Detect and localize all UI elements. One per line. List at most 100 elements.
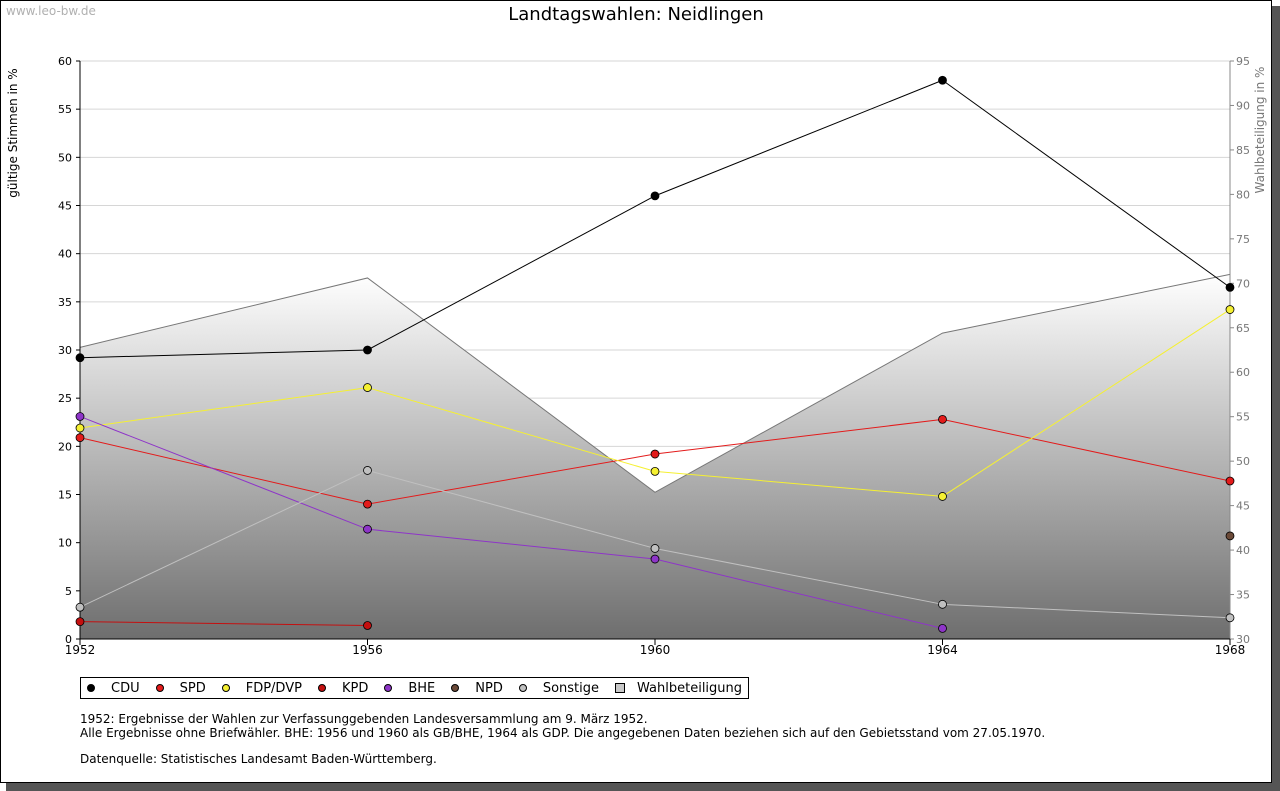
series-line-fdp-dvp-1956 [367, 387, 656, 472]
footnote-line-2: Alle Ergebnisse ohne Briefwähler. BHE: 1… [80, 726, 1046, 740]
point-fdp-dvp-1964 [938, 492, 947, 501]
series-line-cdu-1952 [79, 349, 368, 359]
y2-tick-label-45: 45 [1236, 500, 1250, 513]
y-tick-label-10: 10 [58, 537, 72, 550]
point-bhe-1952 [75, 412, 85, 421]
area-layer [79, 273, 1231, 639]
series-line-bhe-1956 [367, 528, 656, 560]
point-cdu-1956 [363, 345, 372, 355]
point-fdp-dvp-1956 [363, 383, 372, 392]
legend-item-fdp-dvp: FDP/DVP [221, 680, 302, 696]
point-bhe-1964 [938, 624, 947, 633]
series-fdp-dvp [75, 305, 1235, 501]
y-tick-label-25: 25 [58, 392, 72, 405]
point-bhe-1960 [650, 554, 660, 564]
point-sonstige-1968 [1225, 613, 1235, 623]
y2-tick-label-90: 90 [1236, 99, 1250, 112]
y2-axis-label: Wahlbeteiligung in % [1253, 67, 1267, 194]
legend-label-kpd: KPD [341, 680, 369, 696]
point-sonstige-1964 [938, 599, 947, 609]
legend-marker-cdu [87, 684, 95, 692]
legend-marker-npd [451, 684, 460, 692]
y-tick-label-55: 55 [58, 103, 72, 116]
y-tick-label-50: 50 [58, 151, 72, 164]
point-sonstige-1956 [363, 466, 372, 475]
point-kpd-1952 [75, 617, 85, 627]
series-kpd [75, 617, 372, 630]
y-tick-label-0: 0 [65, 633, 72, 646]
y2-tick-label-85: 85 [1236, 144, 1250, 157]
y2-tick-label-40: 40 [1236, 544, 1250, 557]
x-tick-label-1960: 1960 [640, 643, 671, 657]
watermark: www.leo-bw.de [6, 4, 96, 18]
y-tick-label-60: 60 [58, 55, 72, 68]
series-layer [75, 75, 1235, 633]
participation-outline [79, 273, 1231, 493]
axis-layer: 0 5 10 15 20 25 30 35 40 45 50 55 60 30 35 40 45 50 55 60 65… [58, 55, 1250, 657]
point-cdu-1960 [650, 191, 660, 201]
legend-label-bhe: BHE [408, 680, 436, 696]
series-line-cdu-1960 [654, 79, 943, 197]
series-line-sonstige-1952 [79, 469, 368, 608]
legend-label-npd: NPD [475, 680, 503, 696]
y2-tick-label-80: 80 [1236, 188, 1250, 201]
point-cdu-1964 [938, 75, 947, 85]
x-tick-label-1956: 1956 [352, 643, 383, 657]
point-spd-1952 [75, 433, 85, 443]
y2-tick-label-35: 35 [1236, 589, 1250, 602]
y2-tick-label-50: 50 [1236, 455, 1250, 468]
point-fdp-dvp-1960 [650, 466, 660, 476]
legend-label-spd: SPD [179, 680, 206, 696]
x-tick-label-1952: 1952 [65, 643, 96, 657]
legend-item-sonstige: Sonstige [518, 680, 600, 696]
point-npd-1968 [1225, 531, 1235, 541]
series-line-cdu-1964 [942, 79, 1231, 288]
y2-tick-label-75: 75 [1236, 233, 1250, 246]
data-source: Datenquelle: Statistisches Landesamt Bad… [80, 752, 437, 766]
legend: CDU SPD FDP/DVP KPD BHE NPD Sonstige Wah… [80, 677, 750, 699]
legend-marker-kpd [317, 684, 326, 692]
x-tick-label-1968: 1968 [1215, 643, 1246, 657]
legend-item-bhe: BHE [384, 681, 435, 696]
footnotes: 1952: Ergebnisse der Wahlen zur Verfassu… [80, 712, 1045, 766]
legend-label-wahlbeteiligung: Wahlbeteiligung [637, 680, 743, 696]
point-kpd-1956 [363, 621, 372, 630]
series-bhe [75, 412, 947, 633]
frame-shadow-right [1272, 6, 1280, 791]
series-line-bhe-1952 [79, 416, 368, 530]
point-cdu-1952 [75, 353, 85, 363]
y-tick-label-20: 20 [58, 440, 72, 453]
series-line-spd-1964 [942, 418, 1231, 482]
series-line-spd-1956 [367, 453, 656, 505]
legend-item-cdu: CDU [87, 681, 140, 696]
y2-tick-label-95: 95 [1236, 55, 1250, 68]
point-spd-1956 [363, 499, 372, 509]
y-tick-label-35: 35 [58, 296, 72, 309]
y2-tick-label-60: 60 [1236, 366, 1250, 379]
point-spd-1968 [1225, 476, 1235, 486]
point-fdp-dvp-1968 [1225, 305, 1235, 314]
y-tick-label-15: 15 [58, 489, 72, 502]
point-fdp-dvp-1952 [75, 423, 85, 433]
series-line-sonstige-1964 [942, 603, 1231, 619]
legend-item-kpd: KPD [317, 680, 369, 696]
series-line-cdu-1956 [367, 195, 656, 351]
y-tick-label-45: 45 [58, 200, 72, 213]
legend-item-spd: SPD [155, 680, 206, 696]
legend-marker-wahlbeteiligung [615, 683, 626, 693]
legend-marker-sonstige [518, 684, 527, 692]
series-cdu [75, 75, 1235, 363]
y-axis-label: gültige Stimmen in % [6, 68, 20, 197]
series-sonstige [75, 466, 1235, 623]
series-line-spd-1960 [654, 418, 943, 455]
legend-marker-bhe [384, 684, 393, 692]
legend-label-fdp-dvp: FDP/DVP [245, 680, 302, 696]
y2-tick-label-30: 30 [1236, 633, 1250, 646]
legend-label-sonstige: Sonstige [542, 680, 600, 696]
participation-area [80, 274, 1230, 639]
y-tick-label-30: 30 [58, 344, 72, 357]
series-line-sonstige-1960 [654, 547, 943, 605]
legend-item-wahlbeteiligung: Wahlbeteiligung [615, 681, 742, 696]
legend-marker-spd [155, 684, 164, 692]
